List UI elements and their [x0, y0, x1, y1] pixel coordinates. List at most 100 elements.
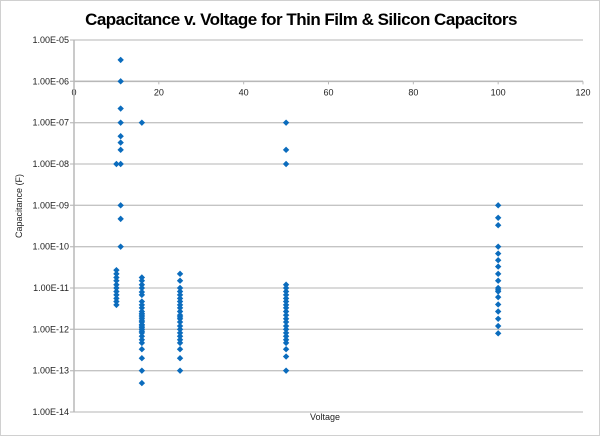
data-point	[176, 329, 184, 337]
x-axis: 020406080100120	[71, 80, 591, 97]
data-point	[282, 291, 290, 299]
data-point	[282, 160, 290, 168]
x-tick-label: 80	[408, 87, 418, 97]
data-point	[113, 277, 120, 284]
data-point	[117, 78, 124, 85]
data-point	[138, 367, 146, 374]
data-point	[113, 160, 120, 168]
data-point	[138, 355, 146, 362]
x-tick-label: 40	[239, 87, 249, 97]
data-point	[494, 202, 502, 209]
data-point	[176, 298, 184, 305]
data-point	[494, 222, 502, 229]
x-axis-label: Voltage	[310, 412, 340, 422]
data-point	[176, 308, 184, 315]
data-point	[117, 243, 124, 250]
data-point	[113, 301, 120, 309]
y-tick-label: 1.00E-10	[32, 242, 69, 252]
data-point	[494, 293, 502, 301]
y-tick-label: 1.00E-07	[32, 118, 69, 128]
data-point	[117, 133, 124, 140]
data-point	[113, 291, 120, 299]
data-point	[282, 318, 290, 326]
data-point	[282, 311, 290, 319]
data-point	[494, 322, 502, 330]
y-tick-label: 1.00E-11	[33, 283, 69, 293]
data-point	[117, 105, 124, 112]
data-point	[176, 277, 184, 284]
data-point	[176, 270, 184, 278]
data-point	[282, 281, 290, 288]
data-point	[282, 353, 290, 360]
data-point	[138, 333, 146, 340]
data-point	[138, 304, 146, 312]
chart-title: Capacitance v. Voltage for Thin Film & S…	[85, 10, 517, 29]
y-tick-label: 1.00E-13	[32, 366, 69, 376]
data-point	[113, 266, 120, 274]
data-point	[494, 270, 502, 278]
data-point	[282, 367, 290, 374]
data-point	[138, 281, 146, 288]
data-point	[138, 277, 146, 284]
data-points	[113, 56, 502, 387]
data-point	[282, 329, 290, 337]
data-point	[117, 56, 124, 64]
data-point	[138, 329, 146, 337]
data-point	[176, 333, 184, 340]
data-point	[282, 315, 290, 322]
data-point	[117, 160, 124, 168]
data-point	[494, 315, 502, 322]
y-tick-labels: 1.00E-05 1.00E-06 1.00E-07 1.00E-08 1.00E-09…	[32, 35, 69, 417]
data-point	[138, 379, 146, 387]
y-tick-label: 1.00E-08	[32, 159, 69, 169]
data-point	[176, 346, 184, 353]
data-point	[282, 322, 290, 330]
data-point	[494, 243, 502, 250]
data-point	[176, 291, 184, 299]
data-point	[138, 284, 146, 292]
x-tick-label: 60	[323, 87, 333, 97]
data-point	[138, 119, 146, 126]
data-point	[176, 304, 184, 312]
data-point	[282, 119, 290, 126]
x-tick-label: 20	[154, 87, 164, 97]
data-point	[117, 215, 124, 223]
data-point	[282, 346, 290, 353]
data-point	[494, 308, 502, 315]
data-point	[282, 333, 290, 340]
data-point	[113, 288, 120, 295]
data-point	[113, 298, 120, 305]
x-tick-label: 120	[575, 87, 590, 97]
data-point	[176, 355, 184, 362]
data-point	[176, 367, 184, 374]
data-point	[113, 270, 120, 278]
data-point	[176, 318, 184, 326]
y-tick-label: 1.00E-09	[32, 200, 69, 210]
x-tick-label: 100	[491, 87, 506, 97]
data-point	[117, 119, 124, 126]
y-tick-label: 1.00E-05	[32, 35, 69, 45]
data-point	[138, 346, 146, 353]
data-point	[113, 274, 120, 281]
data-point	[282, 146, 290, 154]
data-point	[176, 339, 184, 347]
data-point	[494, 277, 502, 284]
y-tick-label: 1.00E-14	[32, 407, 69, 417]
data-point	[494, 257, 502, 264]
data-point	[138, 339, 146, 347]
data-point	[282, 308, 290, 315]
data-point	[138, 298, 146, 305]
data-point	[138, 274, 146, 281]
data-point	[282, 339, 290, 347]
data-point	[117, 146, 124, 154]
data-point	[117, 139, 124, 146]
data-point	[138, 291, 146, 299]
data-point	[282, 284, 290, 292]
data-point	[176, 315, 184, 322]
data-point	[282, 304, 290, 312]
y-tick-label: 1.00E-06	[32, 76, 69, 86]
data-point	[176, 288, 184, 295]
data-point	[494, 214, 502, 221]
